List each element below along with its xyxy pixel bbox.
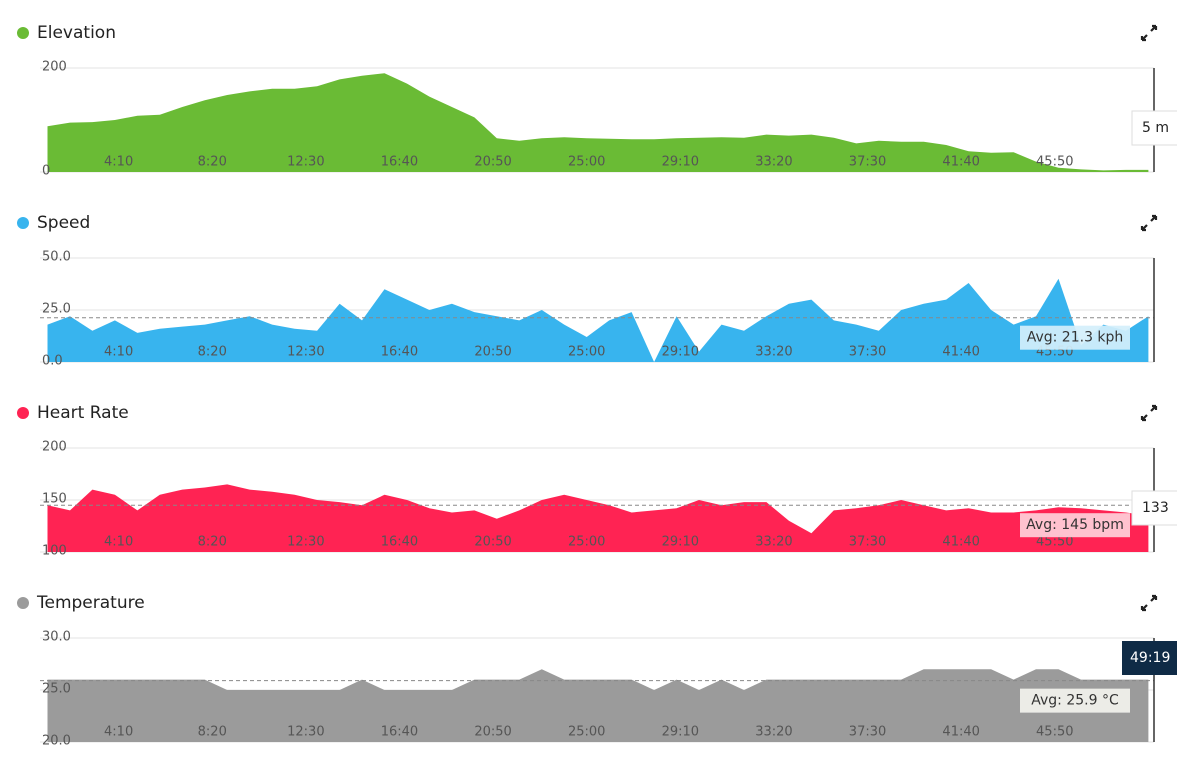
x-tick-label: 25:00	[568, 535, 605, 550]
x-tick-label: 12:30	[287, 725, 324, 740]
x-tick-label: 45:50	[1036, 535, 1073, 550]
x-tick-label: 41:40	[942, 155, 979, 170]
x-tick-label: 20:50	[474, 725, 511, 740]
x-tick-label: 12:30	[287, 535, 324, 550]
x-tick-label: 45:50	[1036, 155, 1073, 170]
x-tick-label: 29:10	[662, 155, 699, 170]
tooltip-box	[1122, 641, 1177, 675]
x-tick-label: 4:10	[104, 725, 133, 740]
x-tick-label: 4:10	[104, 155, 133, 170]
x-tick-label: 29:10	[662, 725, 699, 740]
x-tick-label: 12:30	[287, 155, 324, 170]
x-tick-label: 33:20	[755, 345, 792, 360]
x-tick-label: 16:40	[381, 345, 418, 360]
x-tick-label: 45:50	[1036, 725, 1073, 740]
y-tick-label: 0.0	[42, 354, 63, 369]
y-tick-label: 150	[42, 492, 67, 507]
x-tick-label: 12:30	[287, 345, 324, 360]
tooltip-text: 49:19	[1130, 650, 1170, 666]
expand-icon[interactable]	[1140, 24, 1158, 42]
x-tick-label: 8:20	[198, 725, 227, 740]
chart-title: Speed	[37, 213, 90, 233]
x-tick-label: 37:30	[849, 535, 886, 550]
average-label: Avg: 25.9 °C	[1031, 693, 1119, 709]
x-tick-label: 29:10	[662, 345, 699, 360]
y-tick-label: 20.0	[42, 734, 71, 749]
x-tick-label: 41:40	[942, 345, 979, 360]
legend-dot	[17, 217, 29, 229]
x-tick-label: 20:50	[474, 155, 511, 170]
x-tick-label: 37:30	[849, 345, 886, 360]
x-tick-label: 41:40	[942, 535, 979, 550]
average-label: Avg: 21.3 kph	[1027, 330, 1124, 346]
y-tick-label: 0	[42, 164, 50, 179]
x-tick-label: 41:40	[942, 725, 979, 740]
chart-title: Elevation	[37, 23, 116, 43]
y-tick-label: 200	[42, 440, 67, 455]
x-tick-label: 16:40	[381, 155, 418, 170]
average-box	[1020, 325, 1130, 350]
average-label: Avg: 145 bpm	[1026, 517, 1124, 533]
x-tick-label: 25:00	[568, 155, 605, 170]
expand-icon[interactable]	[1140, 214, 1158, 232]
tooltip-box	[1131, 490, 1177, 526]
tooltip-box	[1131, 110, 1177, 146]
x-tick-label: 8:20	[198, 155, 227, 170]
y-tick-label: 200	[42, 60, 67, 75]
legend-dot	[17, 407, 29, 419]
x-tick-label: 4:10	[104, 345, 133, 360]
expand-icon[interactable]	[1140, 594, 1158, 612]
y-tick-label: 30.0	[42, 630, 71, 645]
x-tick-label: 20:50	[474, 345, 511, 360]
y-tick-label: 25.0	[42, 682, 71, 697]
x-tick-label: 25:00	[568, 725, 605, 740]
x-tick-label: 8:20	[198, 535, 227, 550]
average-box	[1020, 688, 1130, 713]
x-tick-label: 37:30	[849, 725, 886, 740]
x-tick-label: 33:20	[755, 155, 792, 170]
y-tick-label: 50.0	[42, 250, 71, 265]
x-tick-label: 20:50	[474, 535, 511, 550]
x-tick-label: 29:10	[662, 535, 699, 550]
legend-dot	[17, 27, 29, 39]
area	[47, 484, 1149, 552]
y-tick-label: 25.0	[42, 302, 71, 317]
average-box	[1020, 513, 1130, 538]
chart-title: Heart Rate	[37, 403, 129, 423]
tooltip-text: 133	[1142, 500, 1169, 516]
x-tick-label: 16:40	[381, 725, 418, 740]
x-tick-label: 16:40	[381, 535, 418, 550]
area	[47, 278, 1149, 362]
y-tick-label: 100	[42, 544, 67, 559]
x-tick-label: 25:00	[568, 345, 605, 360]
expand-icon[interactable]	[1140, 404, 1158, 422]
chart-title: Temperature	[36, 593, 145, 613]
area	[47, 669, 1149, 742]
x-tick-label: 37:30	[849, 155, 886, 170]
tooltip-text: 5 m	[1142, 120, 1169, 136]
x-tick-label: 33:20	[755, 725, 792, 740]
x-tick-label: 4:10	[104, 535, 133, 550]
x-tick-label: 8:20	[198, 345, 227, 360]
legend-dot	[17, 597, 29, 609]
area	[47, 73, 1149, 172]
x-tick-label: 33:20	[755, 535, 792, 550]
